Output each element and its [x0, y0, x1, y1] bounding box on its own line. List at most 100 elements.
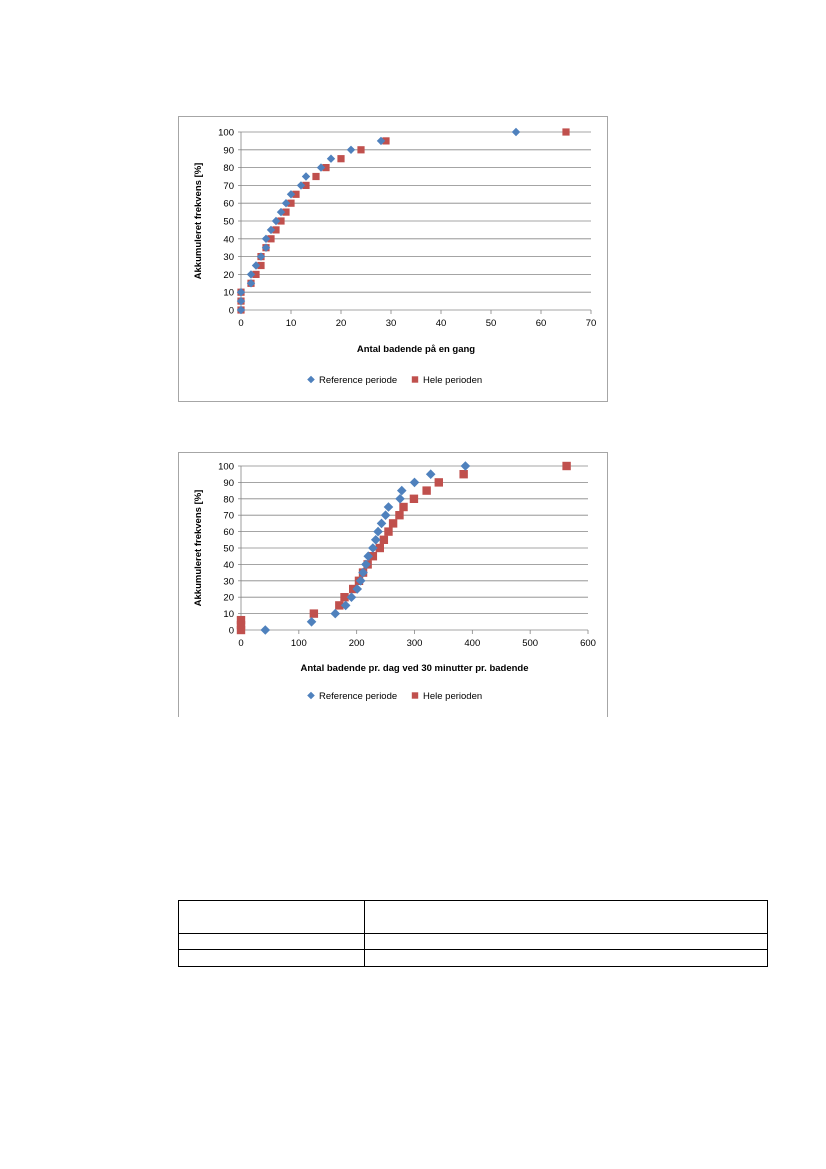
reference-period-point	[511, 127, 521, 137]
whole-period-point	[322, 164, 330, 172]
y-tick-label: 70	[223, 511, 234, 522]
y-tick-label: 60	[223, 199, 234, 210]
table-row	[178, 933, 768, 950]
reference-period-point	[395, 494, 405, 504]
reference-period-point	[376, 136, 386, 146]
y-tick-label: 60	[223, 527, 234, 538]
whole-period-point	[337, 155, 345, 163]
table-cell	[364, 933, 768, 950]
reference-period-point	[271, 216, 281, 226]
reference-period-point	[251, 261, 261, 270]
y-tick-label: 100	[218, 128, 234, 139]
reference-period-point	[361, 559, 371, 570]
chart-bathers-per-day: 0 10 20 30 40 50 60 70 80 90 100 0 100 200 300 400 500 60…	[178, 452, 608, 717]
x-tick-label: 50	[486, 318, 497, 329]
legend-label: Reference periode	[319, 375, 397, 386]
reference-period-point	[346, 592, 357, 602]
reference-period-point	[363, 551, 374, 561]
reference-period-point	[330, 608, 341, 619]
y-tick-label: 90	[223, 145, 234, 156]
reference-period-point	[306, 617, 317, 627]
reference-period-point	[301, 172, 311, 181]
reference-period-point	[326, 154, 336, 163]
whole-period-point	[287, 199, 295, 207]
whole-period-point	[384, 527, 393, 536]
whole-period-point	[277, 217, 285, 225]
reference-period-point	[370, 535, 381, 545]
table-cell	[178, 900, 365, 934]
reference-period-point	[236, 305, 246, 315]
whole-period-point	[267, 235, 275, 243]
y-tick-label: 80	[223, 494, 234, 505]
chart-bathers-at-once: 0 10 20 30 40 50 60 70 80 90 100 0 10 20 30 40 50 60 70 Ant…	[178, 116, 608, 402]
whole-period-point	[257, 261, 265, 270]
x-tick-label: 600	[580, 638, 596, 649]
y-tick-label: 30	[223, 252, 234, 263]
legend-label: Reference periode	[319, 691, 397, 702]
whole-period-point	[409, 494, 419, 503]
table-row	[178, 900, 768, 934]
empty-table	[178, 900, 768, 967]
y-tick-label: 0	[229, 306, 234, 317]
x-tick-label: 100	[291, 638, 307, 649]
x-tick-label: 20	[336, 318, 347, 329]
y-tick-label: 10	[223, 609, 234, 620]
reference-period-point	[376, 518, 387, 529]
x-tick-label: 60	[536, 318, 547, 329]
x-tick-label: 40	[436, 318, 447, 329]
legend-diamond-icon	[307, 691, 315, 700]
reference-period-point	[373, 526, 383, 537]
x-tick-label: 0	[238, 318, 243, 329]
whole-period-point	[388, 519, 398, 528]
reference-period-point	[256, 252, 266, 261]
whole-period-point	[382, 137, 390, 145]
reference-period-point	[236, 288, 246, 297]
reference-period-point	[409, 477, 420, 488]
table-row	[178, 949, 768, 967]
whole-period-point	[312, 172, 320, 181]
reference-period-point	[380, 510, 391, 520]
reference-period-point	[346, 145, 356, 154]
y-tick-label: 50	[223, 217, 234, 228]
x-tick-label: 30	[386, 318, 397, 329]
data-table	[178, 900, 768, 967]
reference-period-point	[261, 243, 271, 252]
reference-period-point	[260, 625, 271, 635]
table-cell	[178, 933, 365, 950]
x-tick-label: 70	[586, 318, 597, 329]
legend-square-icon	[411, 376, 419, 383]
y-tick-label: 90	[223, 478, 234, 489]
whole-period-point	[335, 601, 344, 610]
whole-period-point	[459, 470, 468, 479]
whole-period-point	[562, 461, 571, 471]
whole-period-point	[434, 478, 443, 487]
x-tick-label: 300	[407, 638, 423, 649]
y-tick-label: 10	[223, 288, 234, 299]
reference-period-point	[340, 600, 351, 611]
table-cell	[364, 949, 768, 967]
whole-period-point	[309, 609, 319, 618]
reference-period-point	[266, 225, 276, 235]
whole-period-point	[236, 615, 246, 625]
table-cell	[364, 900, 768, 934]
x-tick-label: 500	[522, 638, 538, 649]
x-tick-label: 200	[349, 638, 365, 649]
reference-period-point	[246, 279, 256, 288]
y-axis-title: Akkumuleret frekvens [%]	[193, 490, 204, 607]
whole-period-point	[395, 511, 404, 520]
whole-period-point	[379, 535, 389, 544]
y-axis-title: Akkumuleret frekvens [%]	[193, 163, 204, 280]
whole-period-point	[562, 128, 570, 136]
y-tick-label: 20	[223, 593, 234, 604]
whole-period-point	[375, 543, 384, 553]
y-tick-label: 50	[223, 544, 234, 555]
reference-period-point	[276, 207, 286, 217]
whole-period-point	[236, 620, 246, 630]
whole-period-point	[357, 146, 365, 154]
whole-period-point	[282, 208, 290, 216]
x-axis-title: Antal badende på en gang	[357, 344, 475, 355]
reference-period-point	[261, 234, 271, 243]
reference-period-point	[358, 567, 368, 578]
legend-label: Hele perioden	[423, 691, 482, 702]
reference-period-point	[286, 190, 296, 199]
